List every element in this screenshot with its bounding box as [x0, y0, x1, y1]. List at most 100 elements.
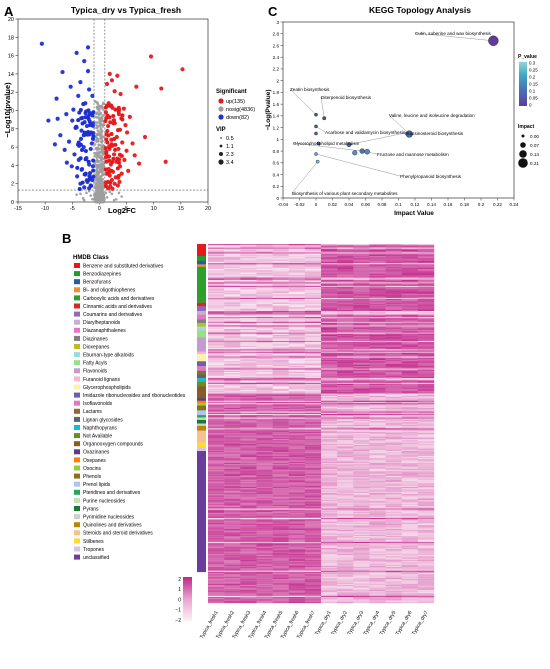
heatmap-cell: [304, 534, 322, 537]
heatmap-cell: [417, 299, 435, 301]
hmdb-class-bar-segment: [197, 260, 206, 265]
heatmap-cell: [353, 340, 370, 343]
heatmap-cell: [337, 551, 354, 553]
heatmap-cell: [369, 441, 386, 443]
heatmap-cell: [369, 506, 386, 508]
heatmap-cell: [353, 416, 370, 418]
hmdb-class-label: Pyrans: [83, 506, 99, 512]
heatmap-cell: [208, 498, 225, 501]
heatmap-cell: [304, 466, 322, 468]
heatmap-cell: [240, 321, 257, 324]
heatmap-cell: [272, 282, 289, 284]
heatmap-cell: [321, 436, 338, 439]
heatmap-cell: [304, 461, 322, 464]
heatmap-cell: [224, 361, 241, 363]
heatmap-cell: [369, 477, 386, 479]
heatmap-cell: [417, 526, 435, 528]
heatmap-cell: [321, 565, 338, 568]
heatmap-cell: [240, 273, 257, 276]
heatmap-cell: [321, 471, 338, 473]
volcano-point-up: [104, 180, 109, 185]
heatmap-cell: [337, 285, 354, 288]
heatmap-cell: [385, 261, 402, 264]
heatmap-cell: [224, 400, 241, 403]
volcano-point-up: [117, 152, 122, 157]
heatmap-cell: [321, 459, 338, 461]
heatmap-cell: [353, 470, 370, 472]
heatmap-cell: [417, 345, 435, 348]
heatmap-cell: [353, 271, 370, 273]
heatmap-cell: [321, 308, 338, 310]
heatmap-cell: [256, 492, 273, 495]
heatmap-cell: [337, 289, 354, 291]
heatmap-cell: [353, 270, 370, 272]
heatmap-cell: [288, 471, 306, 473]
heatmap-cell: [417, 524, 435, 526]
heatmap-cell: [304, 449, 322, 452]
heatmap-cell: [417, 309, 435, 312]
volcano-point-down: [87, 87, 92, 92]
heatmap-cell: [321, 568, 338, 570]
heatmap-cell: [272, 459, 289, 461]
heatmap-cell: [256, 306, 273, 308]
heatmap-cell: [304, 269, 322, 271]
volcano-point-nosig: [120, 195, 123, 198]
heatmap-cell: [208, 273, 225, 276]
volcano-point-down: [58, 133, 63, 138]
heatmap-cell: [224, 416, 241, 418]
heatmap-cell: [401, 349, 419, 351]
hmdb-class-swatch: [74, 303, 80, 309]
heatmap-cell: [385, 494, 402, 496]
heatmap-cell: [224, 460, 241, 462]
panel-label-b: B: [62, 231, 71, 246]
heatmap-cell: [288, 464, 306, 466]
heatmap-cell: [240, 387, 257, 389]
heatmap-cell: [385, 454, 402, 456]
heatmap-cell: [385, 412, 402, 415]
heatmap-cell: [304, 447, 322, 449]
heatmap-cell: [256, 500, 273, 502]
hmdb-class-bar-segment: [197, 381, 206, 387]
heatmap-cell: [272, 290, 289, 293]
heatmap-cell: [353, 267, 370, 270]
heatmap-cell: [337, 263, 354, 265]
heatmap-cell: [417, 480, 435, 483]
heatmap-cell: [337, 350, 354, 352]
heatmap-cell: [288, 504, 306, 507]
heatmap-cell: [417, 266, 435, 269]
heatmap-cell: [337, 410, 354, 412]
heatmap-cell: [417, 404, 435, 406]
heatmap-cell: [208, 575, 225, 577]
heatmap-cell: [208, 526, 225, 528]
heatmap-cell: [224, 526, 241, 528]
heatmap-cell: [304, 531, 322, 533]
heatmap-cell: [369, 489, 386, 491]
heatmap-cell: [385, 480, 402, 483]
heatmap-cell: [337, 267, 354, 270]
heatmap-cell: [321, 549, 338, 551]
heatmap-cell: [321, 500, 338, 502]
heatmap-cell: [256, 466, 273, 468]
heatmap-cell: [337, 483, 354, 485]
heatmap-cell: [272, 421, 289, 423]
heatmap-cell: [337, 361, 354, 363]
heatmap-cell: [208, 327, 225, 330]
heatmap-cell: [417, 479, 435, 482]
heatmap-cell: [256, 462, 273, 465]
heatmap-cell: [401, 288, 419, 290]
heatmap-cell: [208, 332, 225, 334]
kegg-impact-label: 0.14: [530, 152, 539, 157]
heatmap-cell: [208, 457, 225, 459]
heatmap-cell: [304, 352, 322, 355]
heatmap-cell: [417, 527, 435, 529]
heatmap-cell: [304, 467, 322, 470]
heatmap-cell: [272, 524, 289, 526]
heatmap-cell: [385, 524, 402, 526]
heatmap-cell: [417, 431, 435, 434]
heatmap-cell: [369, 289, 386, 291]
heatmap-cell: [240, 510, 257, 513]
heatmap-cell: [353, 427, 370, 429]
heatmap-cell: [272, 541, 289, 544]
heatmap-cell: [353, 266, 370, 269]
heatmap-cell: [288, 415, 306, 417]
